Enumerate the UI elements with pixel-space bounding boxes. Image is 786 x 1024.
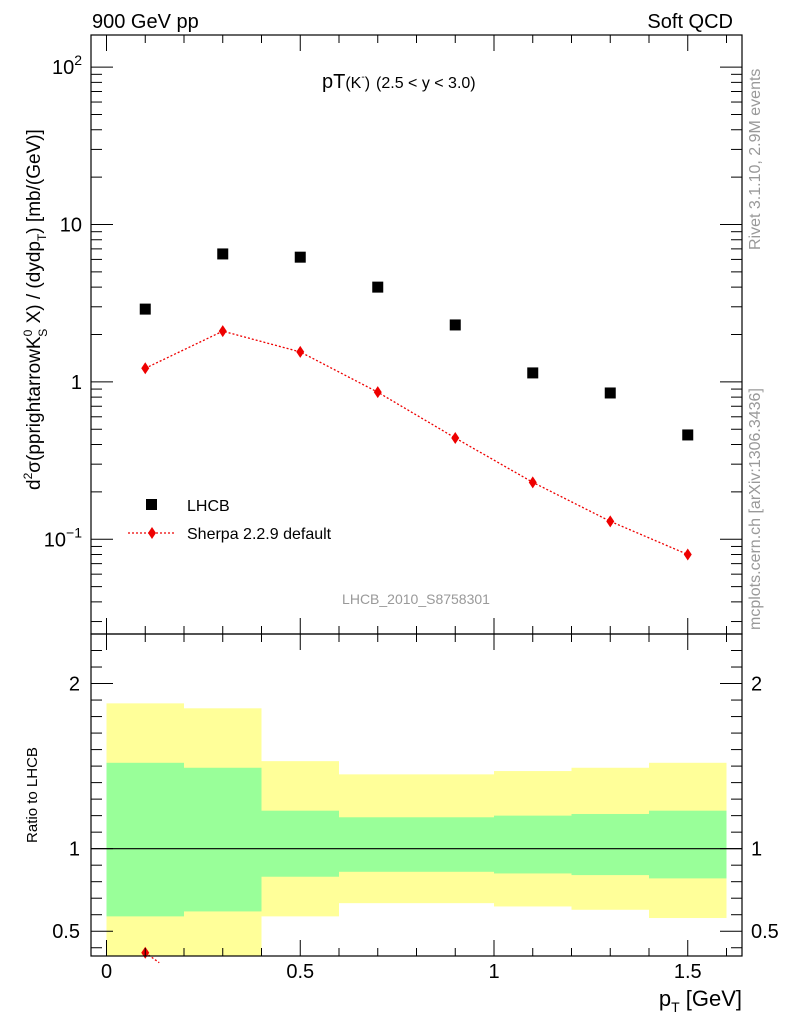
sherpa-point (528, 476, 537, 489)
xlabel-unit: [GeV] (680, 986, 742, 1011)
ratio-ticks (91, 634, 742, 956)
main-plot-layer (139, 248, 694, 561)
main-ticks (91, 35, 742, 634)
header-left: 900 GeV pp (92, 11, 199, 33)
ratio-sherpa-line (144, 952, 160, 964)
ratio-ytick-label-left: 2 (69, 674, 80, 696)
lhcb-point (217, 248, 229, 260)
ylabel-subT: T (35, 233, 49, 241)
lhcb-point (682, 429, 694, 441)
header-right: Soft QCD (647, 11, 733, 33)
main-frame (90, 34, 743, 635)
plot-title-close: ) (365, 75, 370, 92)
ylabel-sigma: σ(pprightarrowK (24, 336, 45, 473)
ratio-band-inner (339, 817, 417, 872)
main-panel: 10−1 1 10 102 pT(K-) (2.5 < y < 3.0) LHCB_20… (21, 34, 743, 635)
lhcb-point (604, 387, 616, 399)
xlabel-p: p (659, 986, 671, 1011)
legend-label-lhcb: LHCB (187, 498, 230, 515)
sherpa-point (218, 325, 227, 338)
ratio-bands (106, 703, 727, 956)
legend: LHCB Sherpa 2.2.9 default (128, 498, 332, 543)
sherpa-point (451, 431, 460, 444)
xtick-label: 1 (488, 961, 499, 983)
x-axis-label: pT [GeV] (659, 986, 742, 1015)
lhcb-point (527, 367, 539, 379)
xlabel-subT: T (671, 999, 680, 1015)
xtick-label: 0.5 (286, 961, 314, 983)
main-ytick-label: 10−1 (44, 524, 82, 551)
ratio-ytick-label-left: 0.5 (52, 921, 80, 943)
plot-title-sup: - (361, 72, 364, 83)
ratio-y-axis-label: Ratio to LHCB (24, 747, 41, 843)
sherpa-point (606, 515, 615, 528)
plot-title-range: (2.5 < y < 3.0) (376, 75, 476, 92)
ratio-ytick-label-right: 0.5 (751, 921, 779, 943)
plot-title-main: pT (322, 71, 345, 93)
main-ytick-labels: 10−1 1 10 102 (44, 52, 82, 551)
lhcb-point (449, 319, 461, 331)
sherpa-point (683, 548, 692, 561)
ylabel-subs: S (36, 329, 50, 337)
main-ytick-label: 10 (60, 214, 82, 236)
legend-marker-sherpa (148, 527, 156, 539)
lhcb-point (139, 303, 151, 315)
sherpa-point (296, 345, 305, 358)
ylabel-sup2: 2 (21, 472, 35, 479)
ratio-ytick-labels: 0.5 0.5 1 1 2 2 (52, 674, 779, 944)
legend-marker-lhcb (146, 499, 157, 510)
ratio-ytick-label-left: 1 (69, 839, 80, 861)
main-ytick-label: 1 (71, 372, 82, 394)
ratio-band-inner (649, 810, 727, 879)
sherpa-line (144, 330, 689, 556)
source-label: mcplots.cern.ch [arXiv:1306.3436] (747, 388, 764, 630)
ratio-ytick-label-right: 1 (751, 839, 762, 861)
ratio-band-inner (106, 762, 184, 917)
ratio-xtick-labels: 0 0.5 1 1.5 (101, 961, 702, 983)
ylabel-sup0: 0 (21, 329, 35, 336)
sherpa-point (373, 386, 382, 399)
xtick-label: 0 (101, 961, 112, 983)
ratio-band-inner (416, 817, 494, 872)
main-y-axis-label: d2σ(pprightarrowK0S X) / (dydpT) [mb/(Ge… (21, 129, 50, 490)
ratio-band-inner (494, 815, 572, 874)
lhcb-point (372, 281, 384, 293)
plot-title: pT(K-) (2.5 < y < 3.0) (322, 71, 476, 93)
lhcb-point (294, 251, 306, 263)
plot-title-particle: (K (345, 75, 361, 92)
ylabel-mid: X) / (dydp (24, 241, 45, 329)
ratio-band-inner (571, 813, 649, 876)
xtick-label: 1.5 (674, 961, 702, 983)
rivet-version-label: Rivet 3.1.10, 2.9M events (747, 69, 764, 250)
main-ytick-label: 102 (52, 52, 82, 79)
ratio-panel: 0.5 0.5 1 1 2 2 0 0.5 1 1.5 Ratio to LHCB pT [Ge… (24, 633, 779, 1015)
ylabel-end: ) [mb/(GeV)] (24, 129, 45, 234)
analysis-id: LHCB_2010_S8758301 (342, 591, 490, 607)
ratio-band-inner (184, 767, 262, 912)
legend-label-sherpa: Sherpa 2.2.9 default (187, 526, 332, 543)
ratio-ytick-label-right: 2 (751, 674, 762, 696)
ylabel-d: d (24, 479, 45, 490)
ratio-band-inner (261, 810, 339, 877)
sherpa-point (141, 362, 150, 375)
